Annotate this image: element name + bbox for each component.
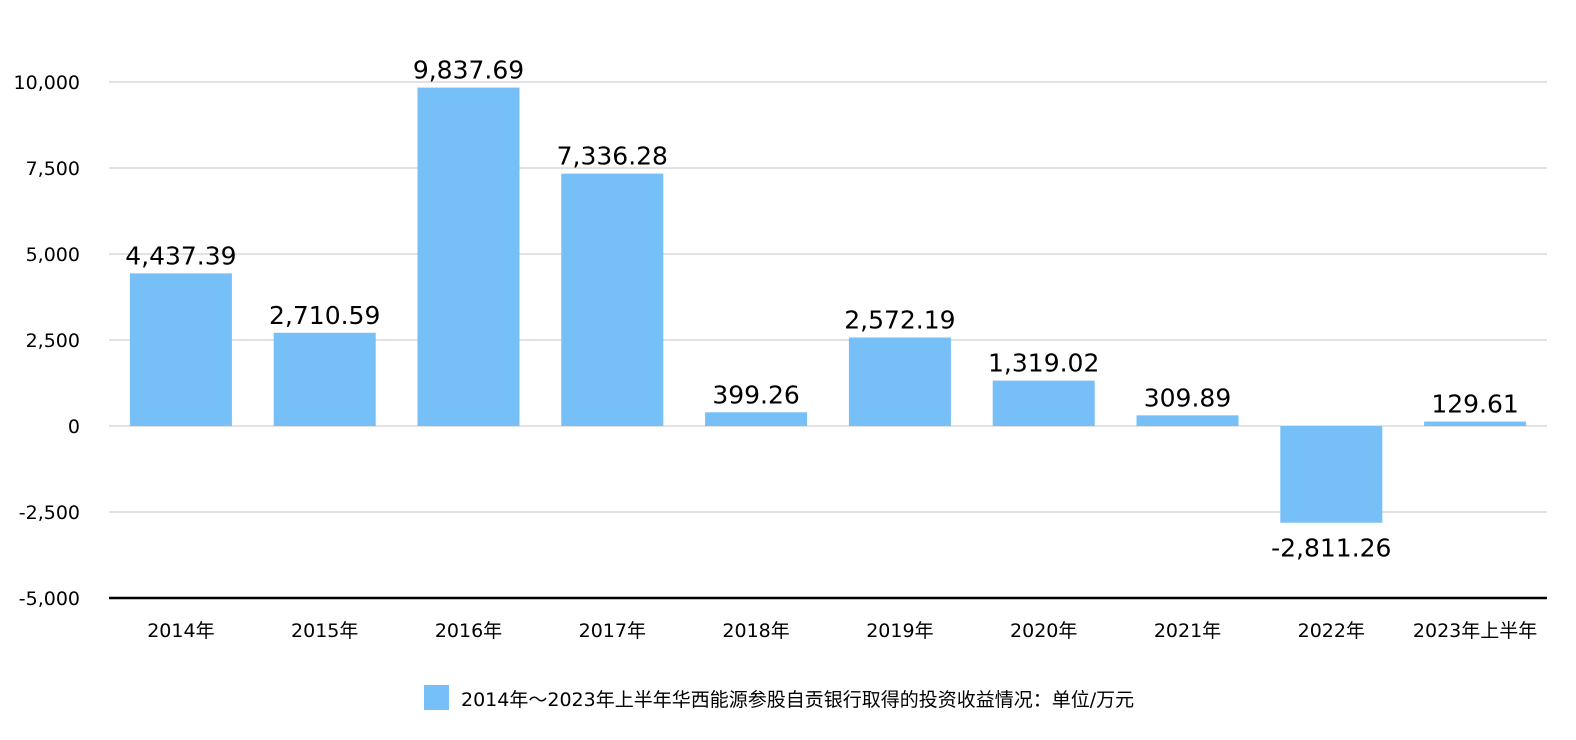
bars: [129, 87, 1527, 523]
bar: [705, 412, 808, 426]
legend-label: 2014年～2023年上半年华西能源参股自贡银行取得的投资收益情况：单位/万元: [461, 689, 1134, 711]
bar: [273, 332, 376, 426]
x-tick-label: 2021年: [1154, 620, 1221, 642]
data-label: 9,837.69: [413, 56, 524, 85]
y-tick-label: -2,500: [19, 502, 80, 524]
bar: [129, 273, 232, 426]
x-tick-label: 2018年: [722, 620, 789, 642]
legend: 2014年～2023年上半年华西能源参股自贡银行取得的投资收益情况：单位/万元: [424, 685, 1134, 711]
x-tick-label: 2014年: [147, 620, 214, 642]
bar: [417, 87, 520, 426]
data-label: 309.89: [1144, 383, 1231, 412]
x-tick-label: 2017年: [579, 620, 646, 642]
y-axis-tick-labels: 10,000 7,500 5,000 2,500 0 -2,500 -5,000: [14, 72, 80, 610]
x-axis-tick-labels: 2014年 2015年 2016年 2017年 2018年 2019年 2020年 2021年…: [147, 620, 1537, 642]
y-tick-label: 5,000: [26, 244, 80, 266]
bar: [561, 173, 664, 426]
x-tick-label: 2022年: [1298, 620, 1365, 642]
data-label: 7,336.28: [557, 142, 668, 171]
y-tick-label: 7,500: [26, 158, 80, 180]
data-label: -2,811.26: [1271, 534, 1391, 563]
x-tick-label: 2020年: [1010, 620, 1077, 642]
data-label: 1,319.02: [988, 349, 1099, 378]
y-tick-label: 10,000: [14, 72, 80, 94]
bar: [1424, 421, 1527, 426]
bar: [992, 380, 1095, 426]
y-tick-label: -5,000: [19, 588, 80, 610]
x-tick-label: 2015年: [291, 620, 358, 642]
x-tick-label: 2016年: [435, 620, 502, 642]
data-label: 129.61: [1431, 390, 1518, 419]
bar: [1136, 415, 1239, 426]
x-tick-label: 2019年: [866, 620, 933, 642]
data-label: 2,572.19: [844, 306, 955, 335]
bar: [1280, 426, 1383, 523]
y-tick-label: 2,500: [26, 330, 80, 352]
data-labels: 4,437.39 2,710.59 9,837.69 7,336.28 399.26 2,…: [125, 56, 1519, 563]
legend-swatch: [424, 685, 449, 710]
bar: [848, 337, 951, 426]
data-label: 2,710.59: [269, 301, 380, 330]
data-label: 4,437.39: [125, 241, 236, 270]
y-tick-label: 0: [68, 416, 80, 438]
data-label: 399.26: [712, 380, 799, 409]
x-tick-label: 2023年上半年: [1413, 620, 1537, 642]
